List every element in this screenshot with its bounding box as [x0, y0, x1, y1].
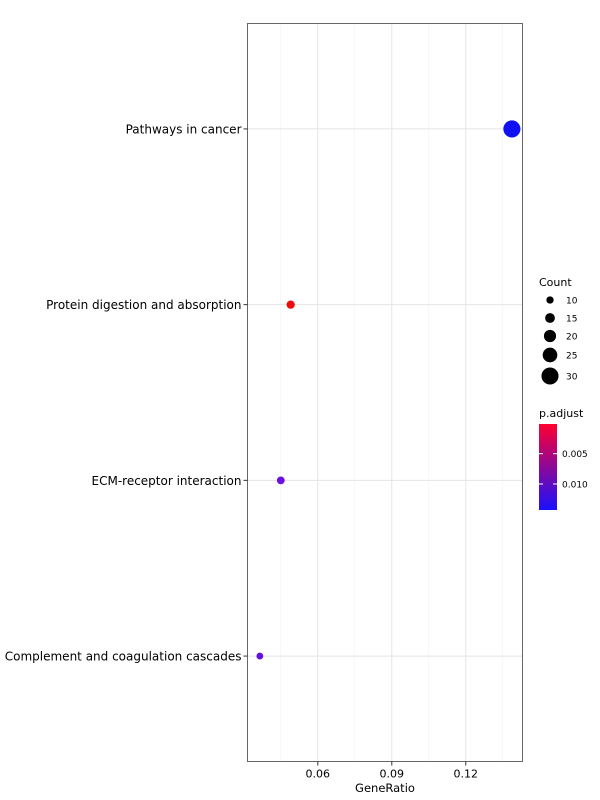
y-tick-label: Protein digestion and absorption	[46, 298, 241, 312]
data-point	[256, 652, 264, 660]
data-point	[276, 476, 285, 485]
grid-lines	[247, 23, 523, 762]
colorbar-label: 0.010	[562, 480, 588, 490]
count-legend-label: 10	[566, 297, 578, 307]
padjust-legend-title: p.adjust	[539, 407, 584, 420]
data-point	[286, 300, 295, 309]
x-axis-label: GeneRatio	[355, 781, 415, 795]
y-tick-label: ECM-receptor interaction	[92, 474, 242, 488]
data-points	[256, 120, 521, 660]
count-legend-label: 25	[566, 352, 577, 362]
x-tick-label: 0.12	[454, 768, 479, 781]
data-point	[503, 120, 521, 138]
y-axis: Pathways in cancer Protein digestion and …	[5, 122, 248, 664]
count-legend-label: 30	[566, 373, 578, 383]
plot-panel	[247, 23, 523, 762]
x-axis: 0.06 0.09 0.12	[306, 761, 479, 781]
x-tick-label: 0.06	[306, 768, 331, 781]
count-legend-label: 20	[566, 333, 578, 343]
padjust-colorbar	[539, 424, 557, 510]
y-tick-label: Pathways in cancer	[126, 122, 242, 136]
y-tick-label: Complement and coagulation cascades	[5, 650, 242, 664]
colorbar-label: 0.005	[562, 450, 588, 460]
count-legend-key	[546, 296, 554, 304]
count-legend: Count 10 15 20 25 30	[539, 276, 578, 385]
count-legend-key	[541, 367, 559, 385]
x-tick-label: 0.09	[380, 768, 405, 781]
count-legend-title: Count	[539, 276, 572, 289]
count-legend-key	[543, 329, 557, 343]
count-legend-label: 15	[566, 315, 577, 325]
count-legend-key	[542, 347, 558, 363]
padjust-legend: p.adjust 0.005 0.010	[539, 407, 588, 510]
count-legend-key	[545, 313, 555, 323]
